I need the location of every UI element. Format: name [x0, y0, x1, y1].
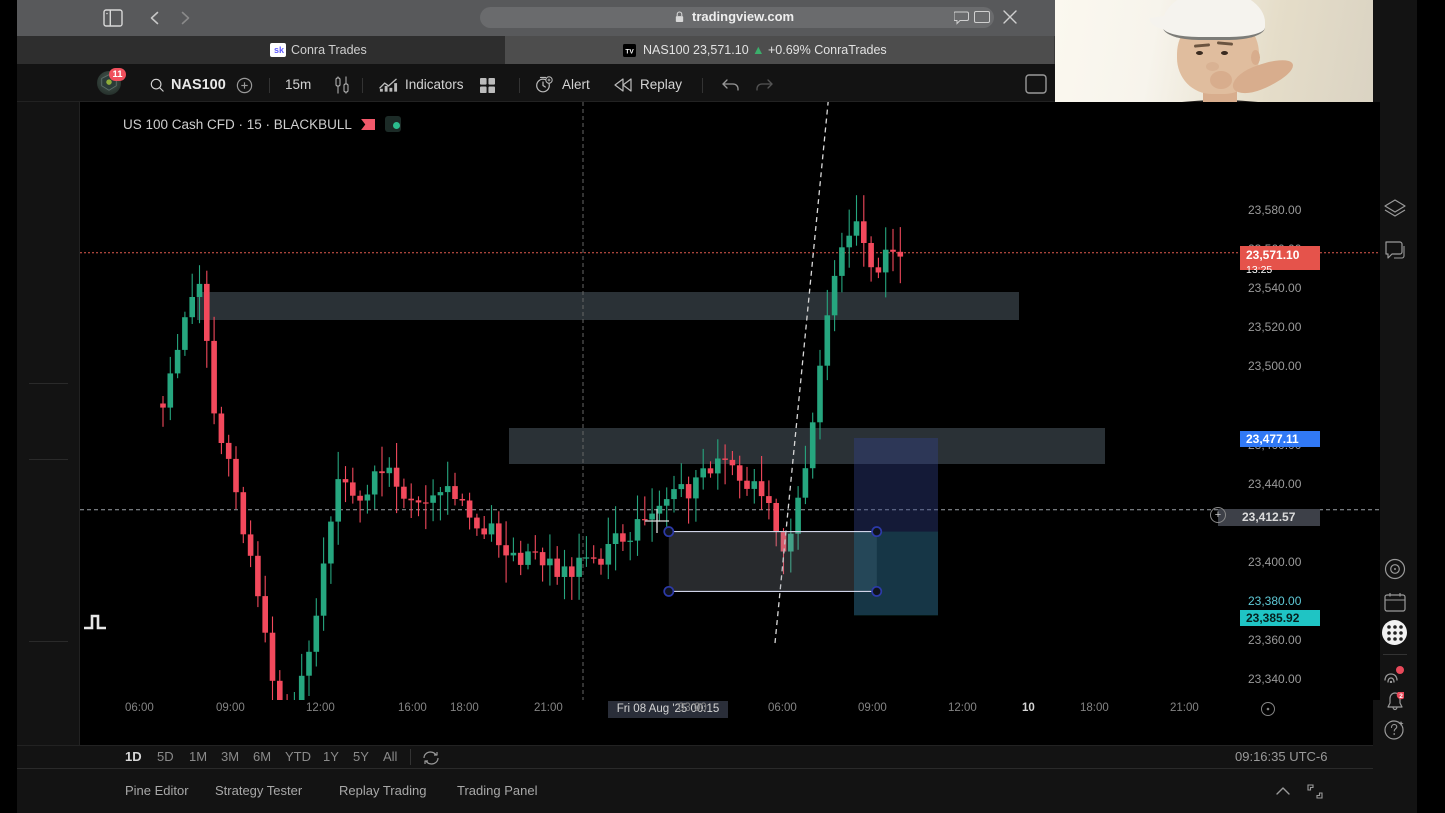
svg-text:TV: TV — [625, 48, 634, 55]
svg-text:2: 2 — [1399, 693, 1403, 700]
